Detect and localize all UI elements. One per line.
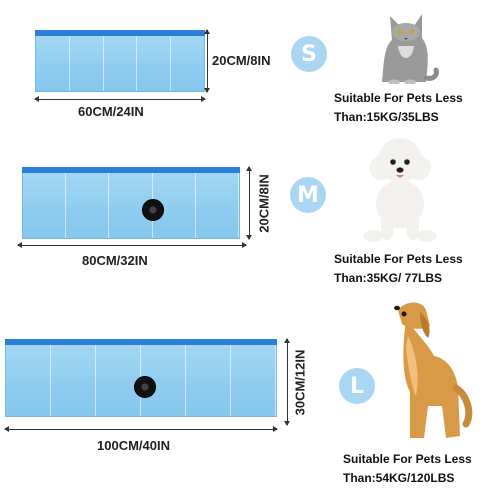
pet-suitability-caption-l: Suitable For Pets Less Than:54KG/120LBS bbox=[343, 450, 472, 488]
size-badge-s: S bbox=[291, 36, 327, 72]
height-dimension-line bbox=[284, 338, 290, 426]
caption-line: Than:54KG/120LBS bbox=[343, 471, 455, 485]
length-dimension-line bbox=[4, 426, 278, 432]
pool-small bbox=[35, 30, 205, 92]
pool-rim bbox=[22, 167, 240, 173]
length-dimension-line bbox=[34, 96, 206, 102]
caption-line: Suitable For Pets Less bbox=[334, 91, 463, 105]
height-dimension-line bbox=[204, 29, 210, 93]
pet-suitability-caption-s: Suitable For Pets Less Than:15KG/35LBS bbox=[334, 89, 463, 127]
caption-line: Suitable For Pets Less bbox=[343, 452, 472, 466]
drain-valve bbox=[134, 376, 156, 398]
drain-valve bbox=[142, 199, 164, 221]
caption-line: Than:15KG/35LBS bbox=[334, 110, 439, 124]
height-dimension-line bbox=[246, 166, 252, 240]
pool-small-length: 60CM/24IN bbox=[78, 104, 144, 119]
pool-rim bbox=[35, 30, 205, 36]
golden-retriever-image bbox=[394, 302, 473, 438]
pool-rim bbox=[5, 339, 277, 345]
pool-medium bbox=[22, 167, 240, 239]
caption-line: Suitable For Pets Less bbox=[334, 252, 463, 266]
pool-large-height: 30CM/12IN bbox=[292, 349, 308, 416]
length-dimension-line bbox=[17, 242, 247, 248]
pool-medium-length: 80CM/32IN bbox=[82, 253, 148, 268]
caption-line: Than:35KG/ 77LBS bbox=[334, 271, 443, 285]
pool-large-length: 100CM/40IN bbox=[97, 438, 170, 453]
pool-small-height: 20CM/8IN bbox=[212, 53, 271, 68]
pool-medium-height: 20CM/8IN bbox=[256, 174, 272, 233]
pool-large bbox=[5, 339, 277, 417]
poodle-image bbox=[363, 138, 437, 242]
cat-image bbox=[382, 14, 439, 84]
size-badge-l: L bbox=[339, 368, 375, 404]
pet-suitability-caption-m: Suitable For Pets Less Than:35KG/ 77LBS bbox=[334, 250, 463, 288]
size-badge-m: M bbox=[290, 177, 326, 213]
